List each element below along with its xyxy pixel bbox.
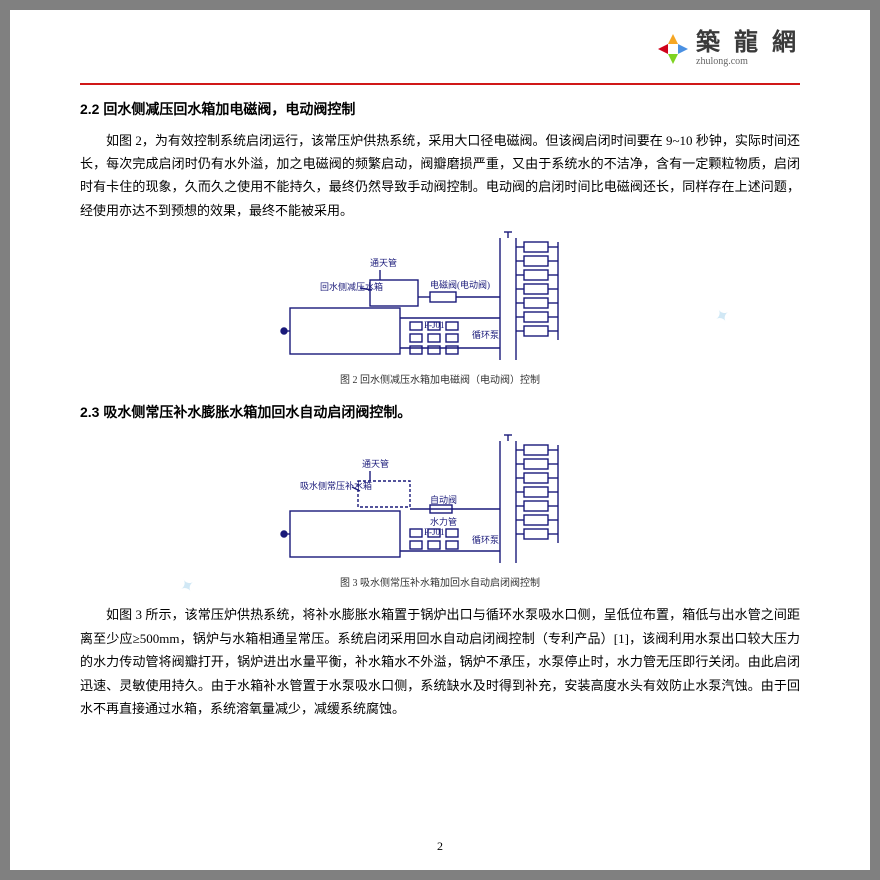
svg-text:回水侧减压水箱: 回水侧减压水箱: [320, 281, 383, 292]
svg-text:水力管: 水力管: [430, 516, 457, 527]
figure-3: 通天管 吸水侧常压补水箱 自动阀 水力管 P-J01: [80, 433, 800, 593]
document-page: 築 龍 網 zhulong.com 2.2 回水侧减压回水箱加电磁阀，电动阀控制…: [10, 10, 870, 870]
figure-3-diagram: 通天管 吸水侧常压补水箱 自动阀 水力管 P-J01: [280, 433, 600, 573]
brand-name-en: zhulong.com: [696, 56, 800, 67]
page-number: 2: [10, 836, 870, 858]
svg-text:循环泵: 循环泵: [472, 329, 499, 340]
svg-text:循环泵: 循环泵: [472, 534, 499, 545]
svg-text:自动阀: 自动阀: [430, 494, 457, 505]
header-rule: [80, 83, 800, 85]
svg-text:吸水侧常压补水箱: 吸水侧常压补水箱: [300, 480, 372, 491]
figure-2: 通天管 回水侧减压水箱 电磁阀(电动阀) P-J01: [80, 230, 800, 390]
section-2-2-paragraph: 如图 2，为有效控制系统启闭运行，该常压炉供热系统，采用大口径电磁阀。但该阀启闭…: [80, 129, 800, 223]
brand-logo: 築 龍 網 zhulong.com: [656, 30, 800, 67]
section-2-2-heading: 2.2 回水侧减压回水箱加电磁阀，电动阀控制: [80, 97, 800, 122]
svg-text:电磁阀(电动阀): 电磁阀(电动阀): [430, 279, 490, 290]
section-2-3-heading: 2.3 吸水侧常压补水膨胀水箱加回水自动启闭阀控制。: [80, 400, 800, 425]
svg-text:P-J01: P-J01: [424, 320, 445, 330]
page-header: 築 龍 網 zhulong.com: [80, 30, 800, 73]
section-2-3-paragraph: 如图 3 所示，该常压炉供热系统，将补水膨胀水箱置于锅炉出口与循环水泵吸水口侧，…: [80, 603, 800, 720]
svg-text:通天管: 通天管: [362, 458, 389, 469]
svg-text:P-J01: P-J01: [424, 527, 445, 537]
svg-text:通天管: 通天管: [370, 257, 397, 268]
brand-name-cn: 築 龍 網: [696, 30, 800, 56]
figure-3-caption: 图 3 吸水侧常压补水箱加回水自动启闭阀控制: [340, 575, 540, 593]
logo-icon: [656, 32, 690, 66]
figure-2-diagram: 通天管 回水侧减压水箱 电磁阀(电动阀) P-J01: [280, 230, 600, 370]
figure-2-caption: 图 2 回水侧减压水箱加电磁阀（电动阀）控制: [340, 372, 540, 390]
